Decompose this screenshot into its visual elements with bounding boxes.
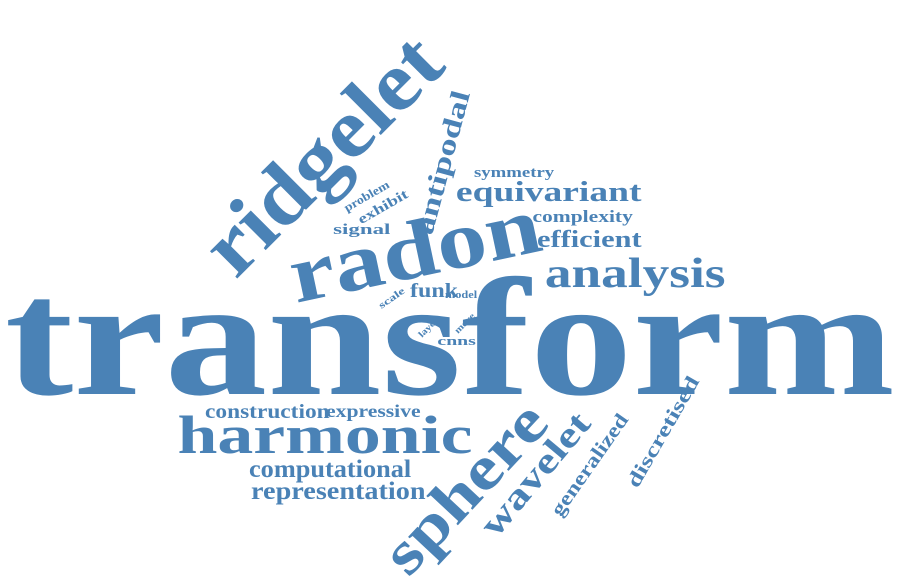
word-analysis: analysis bbox=[544, 251, 726, 297]
word-computational: computational bbox=[248, 455, 412, 483]
word-model: model bbox=[444, 290, 478, 301]
word-construction: construction bbox=[204, 401, 330, 423]
word-harmonic: harmonic bbox=[177, 405, 473, 465]
word-symmetry: symmetry bbox=[473, 164, 555, 181]
word-signal: signal bbox=[333, 221, 391, 238]
word-cnns: cnns bbox=[436, 332, 476, 348]
word-expressive: expressive bbox=[325, 401, 421, 421]
word-efficient: efficient bbox=[536, 227, 642, 253]
word-equivariant: equivariant bbox=[455, 175, 641, 208]
word-funk: funk bbox=[409, 280, 459, 302]
word-transform: transform bbox=[4, 245, 895, 431]
word-representation: representation bbox=[250, 477, 426, 505]
word-complexity: complexity bbox=[531, 206, 633, 226]
